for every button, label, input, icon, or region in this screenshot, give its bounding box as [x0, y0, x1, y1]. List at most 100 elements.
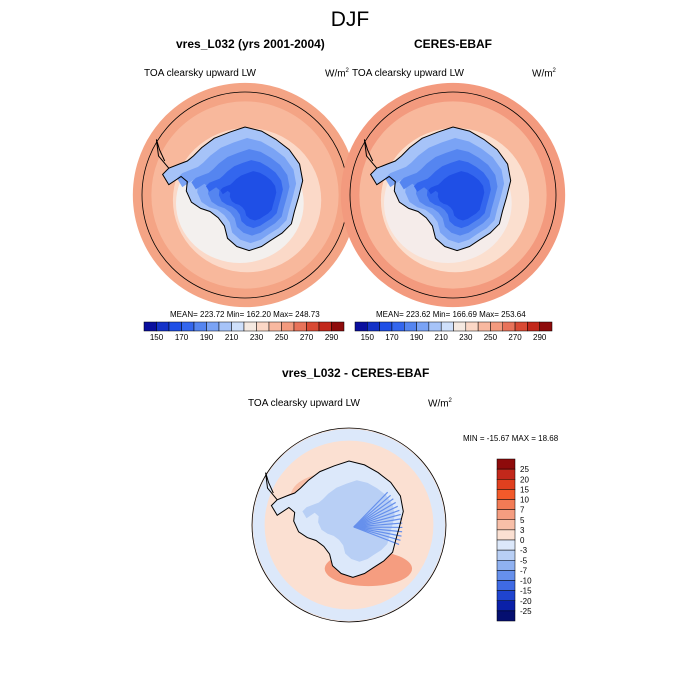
panel-2-ocean [350, 92, 556, 298]
panel-1-colorbar-swatch [243, 321, 257, 332]
panel-1-colorbar-swatch [218, 321, 232, 332]
panel-2-colorbar-swatch [514, 321, 528, 332]
panel-3-colorbar-swatch [496, 458, 516, 470]
panel-3-streak [353, 494, 392, 528]
panel-3-colorbar-swatch [496, 529, 516, 541]
panel-3-colorbar-tick-label: -15 [520, 587, 532, 596]
panel-1-colorbar-tick-label: 290 [325, 333, 339, 342]
panel-3-ocean [252, 428, 446, 622]
panel-3-colorbar-tick-label: 3 [520, 526, 525, 535]
panel-1-land-level-2 [177, 138, 297, 244]
panel-2-colorbar-swatch [502, 321, 516, 332]
panel-3-colorbar-swatch [496, 479, 516, 490]
panel-3-colorbar-swatch [496, 519, 516, 531]
panel-3-colorbar-swatch [496, 489, 516, 500]
panel-3-colorbar-tick-label: -7 [520, 566, 528, 575]
panel-1-colorbar-tick-label: 190 [200, 333, 214, 342]
panel-2-colorbar-swatch [404, 321, 417, 332]
panel-1-colorbar-swatch [281, 321, 295, 332]
panel-3-warm-region-north [290, 471, 388, 521]
panel-2-map-border [349, 91, 557, 299]
panel-1-colorbar-tick-label: 250 [275, 333, 289, 342]
panel-2-colorbar-swatch [391, 321, 405, 332]
panel-3-peninsula-coastline [265, 472, 278, 501]
panel-1-colorbar-swatch [143, 321, 157, 332]
panel-3-colorbar-tick-label: 25 [520, 465, 529, 474]
panel-1-land-level-3 [191, 149, 290, 236]
panel-1-sea-ice [175, 143, 304, 263]
panel-2-colorbar-swatch [354, 321, 368, 332]
panel-2-colorbar-swatch [490, 321, 504, 332]
panel-1-colorbar-tick-label: 210 [225, 333, 239, 342]
panel-2-land-level-2 [385, 138, 505, 244]
panel-1-colorbar-swatch [256, 321, 270, 332]
panel-3-title: vres_L032 - CERES-EBAF [282, 366, 430, 380]
panel-3-colorbar-tick-label: -10 [520, 577, 532, 586]
panel-3-streak [353, 526, 402, 537]
panel-3-colorbar-tick-label: -3 [520, 546, 528, 555]
panel-2-pale-band [380, 128, 530, 273]
panel-1-colorbar-swatch [318, 321, 332, 332]
panel-2-units-label: W/m2 [532, 68, 556, 80]
panel-3-colorbar-tick-label: 10 [520, 496, 529, 505]
panel-3-colorbar-tick-label: 7 [520, 506, 525, 515]
panel-3-colorbar-tick-label: 15 [520, 485, 529, 494]
panel-3-colorbar-swatch [496, 590, 516, 602]
panel-1-colorbar-swatch [206, 321, 220, 332]
panel-2-colorbar-tick-label: 250 [484, 333, 498, 342]
panel-2-title: CERES-EBAF [414, 37, 493, 51]
panel-3-warm-region-south [324, 551, 413, 587]
panel-1-outer-ring [132, 82, 358, 308]
panel-2-colorbar-tick-label: 270 [508, 333, 522, 342]
panel-3-coastline [270, 460, 404, 578]
panel-3-colorbar-tick-label: -25 [520, 607, 532, 616]
panel-3-streak [353, 513, 401, 528]
panel-3-colorbar-tick-label: 5 [520, 516, 525, 525]
panel-3-streak [353, 509, 400, 528]
panel-2-coastline [369, 126, 512, 252]
panel-1-title: vres_L032 (yrs 2001-2004) [176, 37, 325, 51]
panel-1-colorbar-tick-label: 270 [300, 333, 314, 342]
panel-1-ocean [142, 92, 348, 298]
panel-2-sea-ice [383, 143, 512, 263]
panel-1-colorbar-tick-label: 230 [250, 333, 264, 342]
panel-3-colorbar-swatch [496, 509, 516, 521]
panel-3-colorbar-swatch [496, 580, 516, 591]
panel-1-colorbar-swatch [168, 321, 182, 332]
panel-3-colorbar-tick-label: 0 [520, 536, 525, 545]
panel-1-colorbar-swatch [331, 321, 345, 332]
panel-2-colorbar-swatch [465, 321, 479, 332]
panel-3-stats: MIN = -15.67 MAX = 18.68 [463, 434, 559, 443]
panel-2-land-level-4 [413, 160, 491, 229]
panel-3-streak [353, 491, 389, 528]
panel-3-colorbar-swatch [496, 600, 516, 612]
panel-1-colorbar-swatch [306, 321, 320, 332]
panel-2-peninsula-coastline [363, 139, 378, 169]
panel-2-colorbar-swatch [477, 321, 491, 332]
panel-3-colorbar-tick-label: 20 [520, 475, 529, 484]
panel-3-units-label: W/m2 [428, 398, 452, 410]
panel-3-hot-spot [284, 492, 308, 509]
panel-3-colorbar-tick-label: -5 [520, 556, 528, 565]
panel-3-colorbar-swatch [496, 610, 516, 622]
panel-3-variable-label: TOA clearsky upward LW [248, 398, 360, 409]
panel-3-colorbar-swatch [496, 560, 516, 571]
panel-2-colorbar-swatch [416, 321, 430, 332]
panel-3-colorbar-tick-label: -20 [520, 597, 532, 606]
panel-1-colorbar-swatch [268, 321, 282, 332]
panel-1-colorbar-swatch [181, 321, 195, 332]
panel-1-peninsula-coastline [155, 139, 170, 169]
panel-1-land-level-4 [205, 160, 283, 229]
panel-2-colorbar-tick-label: 230 [459, 333, 473, 342]
panel-2-land-level-1 [370, 127, 511, 251]
panel-3-colorbar-swatch [496, 499, 516, 510]
panel-1-variable-label: TOA clearsky upward LW [144, 68, 256, 79]
panel-1-map-border [141, 91, 349, 299]
panel-3-land [271, 461, 404, 578]
panel-1-colorbar-swatch [231, 321, 245, 332]
panel-2-colorbar-tick-label: 150 [361, 333, 375, 342]
panel-3-map-border [251, 427, 447, 623]
panel-3-colorbar-swatch [496, 570, 516, 581]
panel-3-colorbar-swatch [496, 468, 516, 480]
